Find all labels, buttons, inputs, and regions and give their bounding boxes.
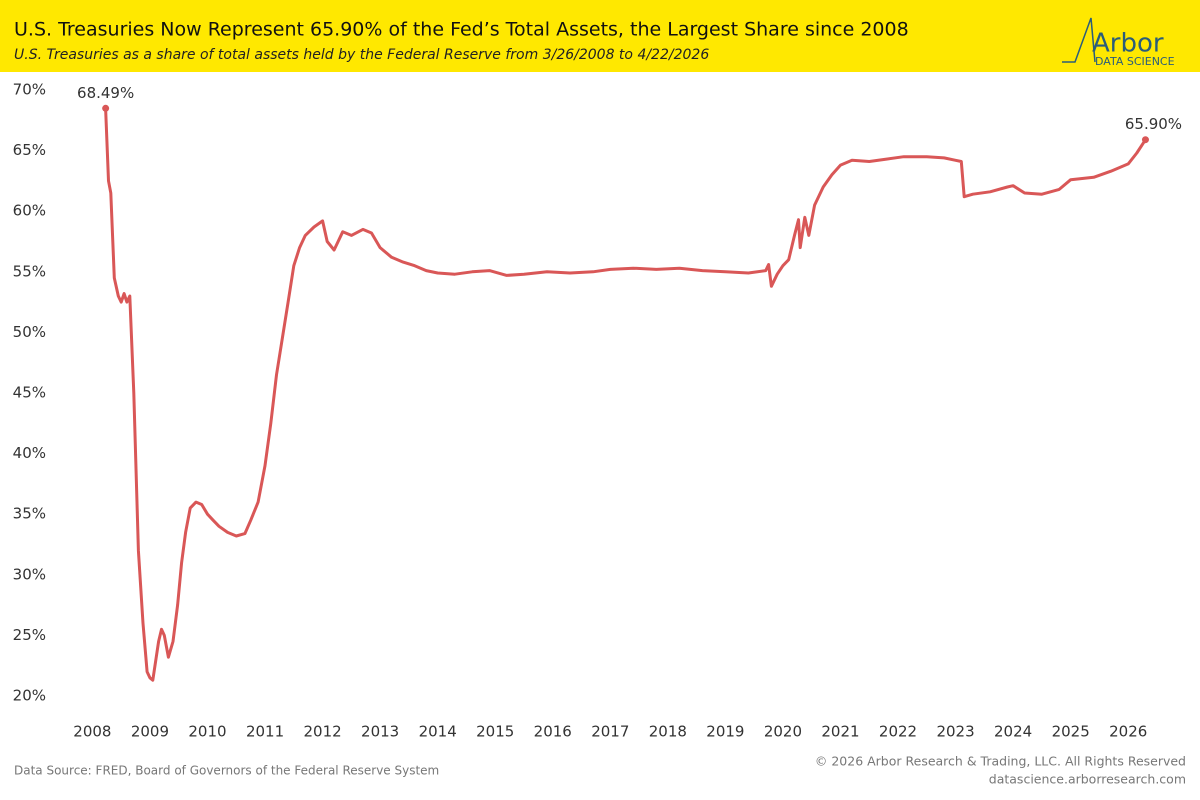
x-tick-label: 2010	[188, 723, 226, 741]
x-tick-label: 2008	[73, 723, 111, 741]
x-tick-label: 2020	[764, 723, 802, 741]
x-tick-label: 2009	[131, 723, 169, 741]
y-tick-label: 55%	[13, 262, 46, 280]
x-tick-label: 2022	[879, 723, 917, 741]
logo-tagline: DATA SCIENCE	[1095, 55, 1175, 68]
x-tick-label: 2026	[1109, 723, 1147, 741]
data-label: 68.49%	[77, 84, 134, 102]
x-tick-label: 2018	[649, 723, 687, 741]
logo-mark	[1062, 17, 1096, 63]
y-tick-label: 65%	[13, 141, 46, 159]
y-tick-label: 45%	[13, 384, 46, 402]
x-tick-label: 2014	[419, 723, 457, 741]
logo-name: Arbor	[1092, 29, 1164, 59]
x-tick-label: 2016	[534, 723, 572, 741]
x-tick-label: 2021	[821, 723, 859, 741]
data-label: 65.90%	[1125, 115, 1182, 133]
x-tick-label: 2017	[591, 723, 629, 741]
end-point	[102, 104, 110, 112]
line	[104, 108, 1147, 682]
chart-title: U.S. Treasuries Now Represent 65.90% of …	[14, 19, 909, 41]
x-tick-label: 2012	[303, 723, 341, 741]
copyright: © 2026 Arbor Research & Trading, LLC. Al…	[815, 754, 1186, 769]
x-tick-label: 2024	[994, 723, 1032, 741]
x-tick-label: 2011	[246, 723, 284, 741]
y-tick-label: 20%	[13, 687, 46, 705]
y-tick-label: 35%	[13, 505, 46, 523]
header-band	[0, 0, 1200, 72]
end-point	[1141, 136, 1149, 144]
y-tick-label: 60%	[13, 202, 46, 220]
x-tick-label: 2019	[706, 723, 744, 741]
y-tick-label: 30%	[13, 565, 46, 583]
chart-subtitle: U.S. Treasuries as a share of total asse…	[14, 47, 709, 63]
x-tick-label: 2025	[1052, 723, 1090, 741]
website: datascience.arborresearch.com	[989, 772, 1186, 787]
x-tick-label: 2023	[936, 723, 974, 741]
x-tick-label: 2015	[476, 723, 514, 741]
y-tick-label: 40%	[13, 444, 46, 462]
y-tick-label: 70%	[13, 81, 46, 99]
x-tick-label: 2013	[361, 723, 399, 741]
source-note: Data Source: FRED, Board of Governors of…	[14, 764, 439, 778]
y-tick-label: 25%	[13, 626, 46, 644]
y-tick-label: 50%	[13, 323, 46, 341]
